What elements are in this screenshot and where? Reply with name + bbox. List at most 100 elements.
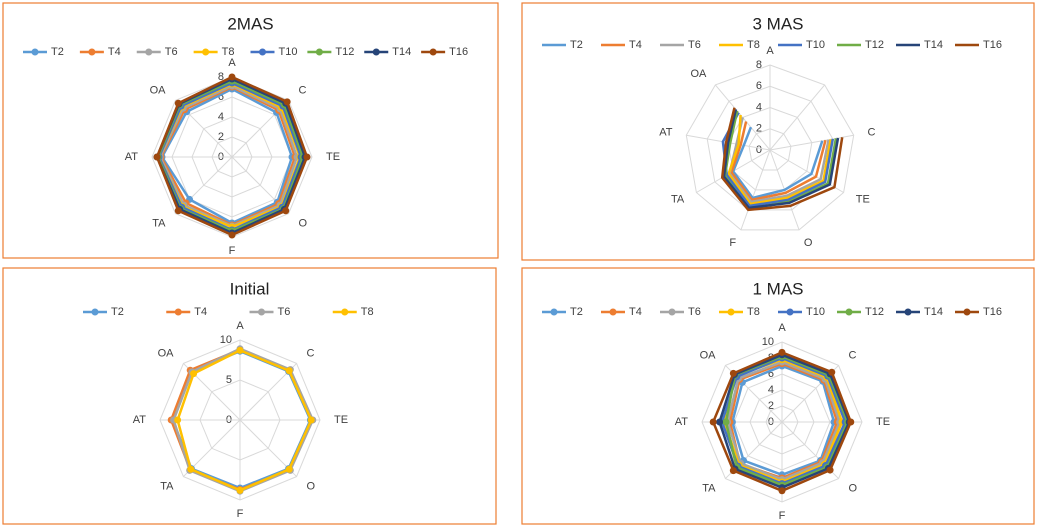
legend-marker	[845, 308, 853, 316]
data-point	[285, 465, 293, 473]
data-point	[709, 418, 717, 426]
data-point	[187, 465, 195, 473]
legend-marker	[259, 48, 266, 56]
category-label: A	[228, 57, 236, 69]
data-point	[236, 486, 244, 494]
panel-frame	[2, 267, 497, 525]
y-tick-label: 8	[218, 71, 224, 83]
category-label: TE	[856, 193, 870, 205]
grid-line	[685, 64, 855, 231]
category-label: C	[298, 84, 306, 96]
series-line	[721, 112, 835, 208]
y-tick-label: 8	[756, 59, 762, 71]
y-tick-label: 6	[768, 368, 774, 380]
category-label: TA	[702, 482, 716, 494]
legend-label: T2	[51, 46, 64, 58]
spoke	[769, 134, 854, 151]
chart-title: 1 MAS	[752, 279, 803, 298]
y-tick-label: 6	[218, 91, 224, 103]
data-point	[153, 153, 161, 161]
category-label: OA	[158, 347, 175, 359]
category-label: OA	[690, 68, 707, 80]
category-label: TA	[671, 193, 685, 205]
legend-marker	[31, 48, 39, 56]
category-label: TE	[334, 414, 348, 426]
legend-label: T12	[865, 306, 884, 318]
legend-label: T16	[983, 306, 1002, 318]
legend-label: T14	[392, 46, 411, 58]
data-point	[174, 416, 182, 424]
legend-marker	[904, 308, 912, 316]
series-line	[722, 109, 840, 210]
category-label: F	[237, 508, 244, 520]
category-label: F	[779, 510, 786, 522]
data-point	[236, 346, 244, 354]
y-tick-label: 2	[768, 400, 774, 412]
legend-marker	[609, 308, 617, 316]
data-point	[283, 98, 291, 106]
category-label: C	[867, 127, 875, 139]
series-line	[720, 107, 844, 212]
data-point	[285, 367, 293, 375]
chart-title: Initial	[230, 279, 270, 298]
panel-frame	[521, 267, 1035, 525]
chart-title: 2MAS	[227, 14, 273, 33]
category-label: AT	[133, 414, 147, 426]
legend-marker	[668, 308, 676, 316]
panel-frame	[2, 2, 499, 259]
data-point	[722, 418, 730, 426]
legend-label: T6	[688, 39, 701, 51]
category-label: TA	[160, 480, 174, 492]
chart-title: 3 MAS	[752, 14, 803, 33]
data-point	[174, 99, 182, 107]
data-point	[174, 207, 182, 215]
data-point	[716, 418, 724, 426]
category-label: A	[766, 45, 774, 57]
legend-label: T12	[335, 46, 354, 58]
legend-marker	[258, 308, 265, 316]
grid-line	[727, 106, 813, 191]
y-tick-label: 2	[218, 131, 224, 143]
y-tick-label: 4	[756, 101, 762, 113]
legend-label: T16	[449, 46, 468, 58]
data-point	[307, 416, 315, 424]
category-label: O	[306, 480, 315, 492]
legend-marker	[372, 48, 380, 56]
legend-marker	[341, 308, 349, 316]
data-point	[828, 368, 836, 376]
legend-marker	[202, 48, 210, 56]
legend-label: T16	[983, 39, 1002, 51]
grid-line	[748, 128, 792, 171]
data-point	[190, 370, 198, 378]
category-label: TE	[876, 416, 890, 428]
legend-marker	[550, 308, 558, 316]
y-tick-label: 4	[768, 384, 774, 396]
grid-line	[706, 85, 834, 211]
legend-marker	[429, 48, 437, 56]
y-tick-label: 6	[756, 80, 762, 92]
category-label: O	[298, 217, 307, 229]
legend-label: T4	[629, 39, 642, 51]
legend-marker	[88, 48, 96, 56]
panel-frame	[521, 2, 1035, 261]
category-label: AT	[675, 416, 689, 428]
legend-label: T2	[111, 306, 124, 318]
spoke	[769, 149, 844, 193]
series-line	[728, 117, 830, 204]
legend-marker	[786, 308, 794, 316]
category-label: A	[236, 320, 244, 332]
spoke	[740, 149, 771, 231]
legend-marker	[315, 48, 323, 56]
legend-label: T4	[194, 306, 207, 318]
legend-label: T4	[108, 46, 121, 58]
data-point	[228, 73, 236, 81]
legend-label: T8	[361, 306, 374, 318]
data-point	[729, 467, 737, 475]
category-label: A	[778, 322, 786, 334]
data-point	[729, 369, 737, 377]
legend-label: T14	[924, 39, 943, 51]
legend-marker	[174, 308, 182, 316]
y-tick-label: 4	[218, 111, 224, 123]
legend-label: T12	[865, 39, 884, 51]
